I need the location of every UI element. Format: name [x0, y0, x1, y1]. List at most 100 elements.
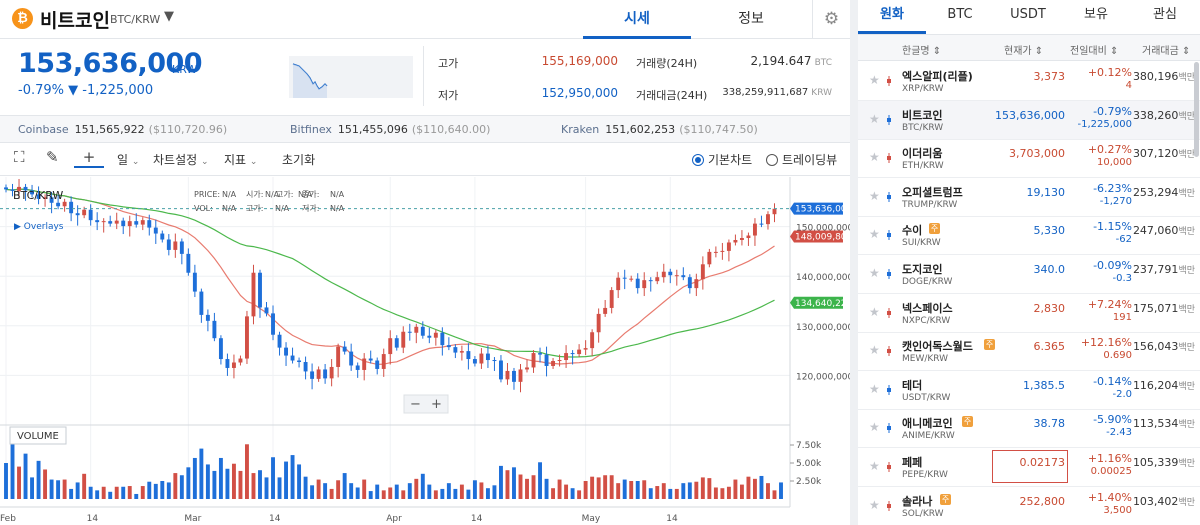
- star-icon[interactable]: ★: [869, 266, 880, 280]
- table-row[interactable]: ★ 수이 주 SUI/KRW 5,330 -1.15% -62 247,060백만: [858, 216, 1200, 256]
- candlestick-chart[interactable]: 150,000,000 140,000,000 130,000,000 120,000…: [0, 177, 850, 525]
- coin-select-chevron-down-icon[interactable]: ▼: [164, 9, 174, 24]
- x-tick-label: Apr: [386, 514, 402, 524]
- table-row[interactable]: ★ 테더 USDT/KRW 1,385.5 -0.14% -2.0 116,204백만: [858, 371, 1200, 410]
- coin-pair: XRP/KRW: [902, 84, 944, 94]
- table-row[interactable]: ★ 페페 PEPE/KRW 0.02173 +1.16% 0.00025 105,339백만: [858, 448, 1200, 487]
- mini-candle-icon: [887, 114, 891, 125]
- candle: [551, 361, 556, 366]
- col-volume[interactable]: 거래대금 ⇕: [1142, 46, 1191, 57]
- tab-favorites[interactable]: 관심: [1153, 7, 1177, 22]
- star-icon[interactable]: ★: [869, 381, 880, 396]
- col-price[interactable]: 현재가 ⇕: [1004, 46, 1044, 57]
- table-row[interactable]: ★ 솔라나 주 SOL/KRW 252,800 +1.40% 3,500 103,402백만: [858, 487, 1200, 525]
- volume-bar: [733, 479, 738, 499]
- star-icon[interactable]: ★: [869, 343, 880, 358]
- bitcoin-logo-icon: ₿: [12, 8, 33, 29]
- candle: [192, 272, 197, 292]
- star-icon[interactable]: ★: [869, 420, 880, 435]
- tab-info[interactable]: 정보: [738, 11, 764, 27]
- volume-bar: [362, 479, 367, 499]
- volume-bar: [108, 491, 113, 499]
- star-icon[interactable]: ★: [869, 188, 880, 203]
- candle: [238, 358, 243, 363]
- svg-text:시가:: 시가:: [246, 190, 263, 199]
- star-icon[interactable]: ★: [869, 150, 880, 165]
- volume-bar: [609, 475, 614, 499]
- tab-quote[interactable]: 시세: [583, 0, 691, 39]
- change-amount: 10,000: [1097, 157, 1132, 169]
- volume-bar: [69, 488, 74, 499]
- coin-korean-name: 페페: [902, 456, 923, 469]
- table-row[interactable]: ★ 오피셜트럼프 TRUMP/KRW 19,130 -6.23% -1,270 253,29…: [858, 178, 1200, 217]
- indicators-menu[interactable]: 지표 ⌄: [224, 153, 258, 167]
- volume-tick-label: 7.50k: [796, 441, 822, 451]
- star-icon[interactable]: ★: [869, 227, 880, 242]
- candle: [108, 221, 113, 224]
- volume-bar: [127, 486, 132, 499]
- change-amount: 0.690: [1103, 350, 1132, 362]
- volume-bar: [466, 489, 471, 499]
- star-icon[interactable]: ★: [869, 111, 880, 126]
- pencil-icon[interactable]: ✎: [46, 148, 59, 166]
- overlays-toggle[interactable]: ▶ Overlays: [14, 222, 64, 232]
- col-name[interactable]: 한글명 ⇕: [902, 46, 942, 57]
- volume-bar: [590, 476, 595, 499]
- candle: [17, 186, 21, 191]
- col-change[interactable]: 전일대비 ⇕: [1070, 46, 1119, 57]
- volume-bar: [681, 483, 686, 499]
- candle: [492, 360, 497, 362]
- volume-bar: [499, 465, 503, 499]
- volume-bar: [368, 491, 373, 499]
- zoom-in-button[interactable]: +: [431, 397, 442, 412]
- divider: [423, 46, 424, 106]
- volume-bar: [726, 486, 731, 499]
- candle: [290, 355, 295, 361]
- trade-volume: 105,339백만: [1132, 456, 1195, 469]
- current-price: 153,636,000: [18, 48, 203, 79]
- gear-icon[interactable]: ⚙: [812, 0, 850, 39]
- crosshair-icon[interactable]: +: [74, 148, 104, 168]
- caution-badge-icon: 주: [940, 493, 951, 505]
- price-marker-label: 153,636,000: [795, 205, 850, 215]
- mini-candle-icon: [887, 307, 891, 318]
- trade-volume: 338,260백만: [1132, 108, 1195, 122]
- candle: [349, 351, 354, 366]
- table-row[interactable]: ★ 엑스알피(리플) XRP/KRW 3,373 +0.12% 4 380,196백만: [858, 62, 1200, 101]
- star-icon[interactable]: ★: [869, 73, 880, 87]
- trade-volume: 247,060백만: [1132, 224, 1195, 238]
- table-row[interactable]: ★ 이더리움 ETH/KRW 3,703,000 +0.27% 10,000 307,120…: [858, 139, 1200, 179]
- candle: [564, 353, 569, 361]
- volume-label: VOLUME: [17, 431, 59, 442]
- volume-bar: [577, 490, 582, 499]
- star-icon[interactable]: ★: [869, 497, 880, 512]
- tab-btc[interactable]: BTC: [947, 7, 973, 22]
- change-rate: +0.27%: [1087, 143, 1132, 157]
- reset-button[interactable]: 초기화: [282, 153, 316, 167]
- table-row[interactable]: ★ 애니메코인 주 ANIME/KRW 38.78 -5.90% -2.43 113,534백…: [858, 409, 1200, 449]
- fullscreen-icon[interactable]: ⛶: [14, 148, 25, 166]
- tab-krw[interactable]: 원화: [858, 0, 926, 34]
- coin-pair: NXPC/KRW: [902, 315, 951, 326]
- basic-chart-radio[interactable]: 기본차트: [692, 151, 752, 168]
- volume-bar: [772, 490, 777, 499]
- candle: [218, 338, 223, 360]
- chart-settings-menu[interactable]: 차트설정 ⌄: [153, 153, 209, 167]
- interval-select[interactable]: 일 ⌄: [117, 153, 140, 167]
- star-icon[interactable]: ★: [869, 459, 880, 473]
- caution-badge-icon: 주: [929, 223, 940, 235]
- table-row[interactable]: ★ 도지코인 DOGE/KRW 340.0 -0.09% -0.3 237,791백만: [858, 255, 1200, 294]
- tradingview-radio[interactable]: 트레이딩뷰: [766, 151, 837, 168]
- star-icon[interactable]: ★: [869, 304, 880, 319]
- tab-usdt[interactable]: USDT: [1010, 7, 1046, 22]
- scrollbar[interactable]: [1194, 62, 1199, 157]
- table-row[interactable]: ★ 넥스페이스 NXPC/KRW 2,830 +7.24% 191 175,071백만: [858, 294, 1200, 333]
- candle: [114, 220, 119, 224]
- zoom-out-button[interactable]: −: [410, 397, 421, 412]
- table-row[interactable]: ★ 비트코인 BTC/KRW 153,636,000 -0.79% -1,225,000 3…: [858, 100, 1200, 140]
- trade-volume: 113,534백만: [1132, 417, 1195, 431]
- candle: [394, 338, 399, 348]
- candle: [245, 316, 249, 359]
- tab-holdings[interactable]: 보유: [1084, 7, 1108, 22]
- table-row[interactable]: ★ 캣인어독스월드 주 MEW/KRW 6.365 +12.16% 0.690 156,043…: [858, 332, 1200, 372]
